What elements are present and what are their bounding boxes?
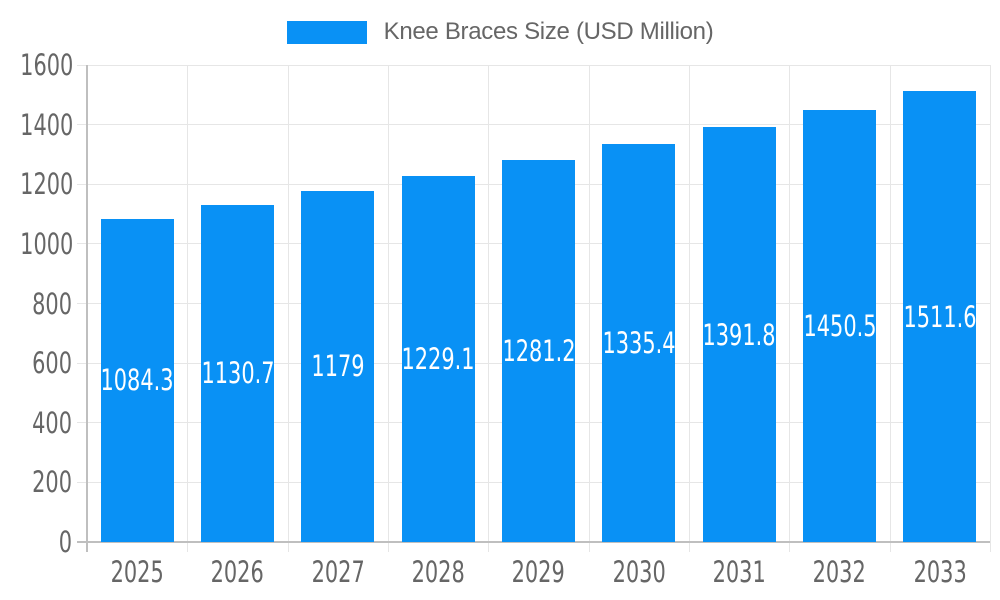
x-axis-tick-label: 2033	[913, 555, 967, 589]
x-axis-tick-label: 2031	[712, 555, 766, 589]
y-axis-tick-label: 200	[32, 465, 72, 500]
x-axis-tick-label: 2027	[311, 555, 365, 589]
bar-2031[interactable]	[702, 127, 776, 542]
x-axis-tick-label: 2026	[210, 555, 265, 589]
gridline-vertical	[889, 65, 891, 552]
gridline-vertical	[990, 65, 991, 552]
bar-2027[interactable]	[301, 190, 375, 542]
y-axis-tick-label: 1200	[20, 167, 74, 202]
bar-2033[interactable]	[903, 91, 977, 542]
x-axis-tick-label: 2029	[511, 555, 566, 589]
gridline-vertical	[689, 65, 690, 552]
gridline-vertical	[187, 65, 189, 552]
bar-2028[interactable]	[401, 175, 475, 542]
x-axis-tick-label: 2025	[110, 555, 164, 589]
gridline-vertical	[388, 65, 389, 552]
legend-label: Knee Braces Size (USD Million)	[383, 18, 714, 45]
x-axis-tick-label: 2032	[812, 555, 867, 589]
x-axis-line	[77, 541, 990, 543]
gridline-vertical	[287, 65, 289, 552]
legend-swatch	[286, 20, 367, 44]
gridline-vertical	[789, 65, 791, 552]
legend[interactable]: Knee Braces Size (USD Million)	[0, 19, 1000, 45]
y-axis-tick-label: 800	[32, 286, 72, 321]
gridline-vertical	[488, 65, 490, 552]
y-axis-tick-label: 1400	[20, 107, 74, 142]
gridline-vertical	[588, 65, 590, 552]
y-axis-tick-label: 1000	[20, 226, 74, 261]
y-axis-tick-label: 600	[32, 346, 72, 381]
gridline-horizontal	[77, 124, 990, 126]
y-axis-tick-label: 1600	[20, 48, 74, 82]
y-axis-tick-label: 400	[32, 405, 72, 440]
bar-2032[interactable]	[803, 109, 876, 542]
gridline-horizontal	[77, 64, 990, 66]
x-axis-tick-label: 2028	[411, 555, 465, 589]
x-axis-tick-label: 2030	[612, 555, 666, 589]
y-axis-line	[86, 65, 88, 552]
bar-2025[interactable]	[100, 218, 174, 542]
bar-2026[interactable]	[201, 204, 274, 542]
bar-2029[interactable]	[502, 160, 575, 542]
y-axis-tick-label: 0	[58, 525, 72, 559]
bar-2030[interactable]	[602, 143, 676, 542]
